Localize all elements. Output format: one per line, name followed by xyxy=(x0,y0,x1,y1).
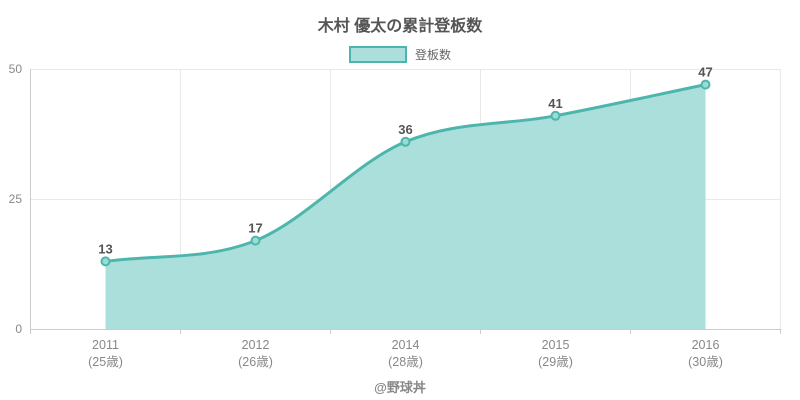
legend[interactable]: 登板数 xyxy=(0,44,800,64)
data-point[interactable] xyxy=(250,235,261,246)
x-axis-tick-label-age: (28歳) xyxy=(388,355,423,369)
x-axis-tick-label-age: (26歳) xyxy=(238,355,273,369)
data-point-value-label: 36 xyxy=(398,122,412,137)
data-point-value-label: 47 xyxy=(698,65,712,80)
x-axis-tick-label-year: 2012 xyxy=(242,338,270,352)
x-axis-tick-label-year: 2015 xyxy=(542,338,570,352)
data-point[interactable] xyxy=(100,256,111,267)
y-axis-tick-label: 50 xyxy=(9,62,23,76)
data-point-value-label: 41 xyxy=(548,96,562,111)
data-point-value-label: 17 xyxy=(248,221,262,236)
x-axis-tick-label-year: 2016 xyxy=(692,338,720,352)
x-axis-tick-label-age: (29歳) xyxy=(538,355,573,369)
legend-swatch-icon xyxy=(348,45,407,63)
data-point[interactable] xyxy=(550,110,561,121)
data-point-value-label: 13 xyxy=(98,241,112,256)
series-area-fill xyxy=(105,84,706,329)
data-point[interactable] xyxy=(700,79,711,90)
y-axis-tick-label: 25 xyxy=(9,192,23,206)
chart-title: 木村 優太の累計登板数 xyxy=(317,18,483,35)
data-point[interactable] xyxy=(400,136,411,147)
x-axis-tick-label-age: (25歳) xyxy=(88,355,123,369)
legend-label: 登板数 xyxy=(414,47,451,62)
x-axis-tick-label-year: 2014 xyxy=(392,338,420,352)
x-axis-tick-label-year: 2011 xyxy=(92,338,119,352)
x-axis-tick-label-age: (30歳) xyxy=(688,355,723,369)
watermark-credit: @野球丼 xyxy=(374,380,426,395)
y-axis-tick-label: 0 xyxy=(15,322,22,336)
